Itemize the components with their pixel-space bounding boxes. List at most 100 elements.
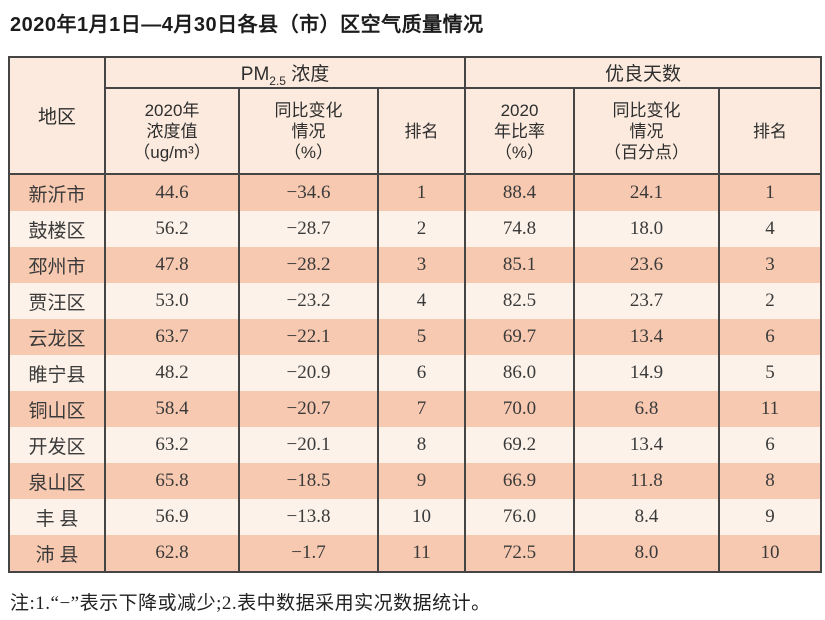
pm25-value-cell: 48.2 (104, 355, 240, 391)
table-body: 新沂市 44.6 −34.6 1 88.4 24.1 1 鼓楼区 56.2 −28.7 2 74.8 1… (8, 174, 823, 572)
good-change-cell: 18.0 (573, 211, 720, 247)
good-change-cell: 8.4 (573, 499, 720, 535)
table-row: 邳州市 47.8 −28.2 3 85.1 23.6 3 (8, 247, 823, 283)
pm25-change-cell: −1.7 (238, 535, 379, 572)
table-row: 云龙区 63.7 −22.1 5 69.7 13.4 6 (8, 319, 823, 355)
header-line: 浓度值 (146, 121, 198, 141)
good-change-cell: 23.7 (573, 283, 720, 319)
table-row: 沛 县 62.8 −1.7 11 72.5 8.0 10 (8, 535, 823, 572)
table-row: 新沂市 44.6 −34.6 1 88.4 24.1 1 (8, 174, 823, 211)
good-rank-cell: 8 (717, 463, 823, 499)
pm25-group-label: PM (240, 64, 270, 85)
pm25-change-cell: −28.2 (238, 247, 379, 283)
pm25-value-cell: 63.2 (104, 427, 240, 463)
good-rank-cell: 6 (717, 319, 823, 355)
pm25-rank-cell: 6 (377, 355, 466, 391)
good-change-cell: 13.4 (573, 427, 720, 463)
good-change-cell: 8.0 (573, 535, 720, 572)
pm25-change-cell: −20.9 (238, 355, 379, 391)
pm25-value-cell: 65.8 (104, 463, 240, 499)
good-rank-cell: 4 (717, 211, 823, 247)
pm25-change-cell: −22.1 (238, 319, 379, 355)
good-change-cell: 24.1 (573, 174, 720, 211)
col-group-pm25: PM2.5 浓度 (104, 56, 466, 89)
col-header-region: 地区 (8, 56, 106, 175)
table-row: 贾汪区 53.0 −23.2 4 82.5 23.7 2 (8, 283, 823, 319)
good-rank-cell: 10 (717, 535, 823, 572)
region-cell: 睢宁县 (8, 355, 106, 391)
page-title: 2020年1月1日—4月30日各县（市）区空气质量情况 (10, 14, 484, 36)
good-ratio-cell: 88.4 (464, 174, 575, 211)
region-cell: 云龙区 (8, 319, 106, 355)
table-row: 丰 县 56.9 −13.8 10 76.0 8.4 9 (8, 499, 823, 535)
pm25-rank-cell: 10 (377, 499, 466, 535)
group-header-row: 地区 PM2.5 浓度 优良天数 (8, 56, 823, 175)
pm25-change-cell: −20.7 (238, 391, 379, 427)
pm25-group-label-suffix: 浓度 (285, 64, 330, 85)
col-header-pm25-rank: 排名 (377, 87, 466, 175)
pm25-value-cell: 44.6 (104, 174, 240, 211)
good-ratio-cell: 82.5 (464, 283, 575, 319)
region-cell: 鼓楼区 (8, 211, 106, 247)
good-ratio-cell: 69.2 (464, 427, 575, 463)
col-header-good-change: 同比变化 情况 （百分点） (573, 87, 720, 175)
col-group-good-days: 优良天数 (463, 56, 823, 89)
region-cell: 丰 县 (8, 499, 106, 535)
region-cell: 开发区 (8, 427, 106, 463)
good-ratio-cell: 76.0 (464, 499, 575, 535)
good-rank-cell: 5 (717, 355, 823, 391)
good-ratio-cell: 86.0 (464, 355, 575, 391)
good-ratio-cell: 85.1 (464, 247, 575, 283)
pm25-change-cell: −20.1 (238, 427, 379, 463)
table-header: 地区 PM2.5 浓度 优良天数 2020年 浓度值 （ug/m³） 同比变化 情况（… (8, 56, 823, 175)
footnote: 注:1.“−”表示下降或减少;2.表中数据采用实况数据统计。 (10, 593, 491, 614)
pm25-rank-cell: 7 (377, 391, 466, 427)
good-rank-cell: 1 (717, 174, 823, 211)
table-row: 睢宁县 48.2 −20.9 6 86.0 14.9 5 (8, 355, 823, 391)
good-ratio-cell: 74.8 (464, 211, 575, 247)
pm25-rank-cell: 3 (377, 247, 466, 283)
header-line: 2020 (500, 100, 539, 120)
header-line: 同比变化 (274, 100, 343, 120)
good-change-cell: 23.6 (573, 247, 720, 283)
region-cell: 新沂市 (8, 174, 106, 211)
col-header-pm25-change: 同比变化 情况 （%） (238, 87, 379, 175)
pm25-value-cell: 53.0 (104, 283, 240, 319)
good-change-cell: 13.4 (573, 319, 720, 355)
good-rank-cell: 11 (717, 391, 823, 427)
pm25-rank-cell: 9 (377, 463, 466, 499)
pm25-group-subscript: 2.5 (269, 73, 286, 88)
header-line: 情况 (629, 121, 664, 141)
region-cell: 铜山区 (8, 391, 106, 427)
good-change-cell: 14.9 (573, 355, 720, 391)
table-row: 铜山区 58.4 −20.7 7 70.0 6.8 11 (8, 391, 823, 427)
pm25-value-cell: 62.8 (104, 535, 240, 572)
pm25-value-cell: 63.7 (104, 319, 240, 355)
col-header-good-rank: 排名 (717, 87, 823, 175)
good-ratio-cell: 69.7 (464, 319, 575, 355)
region-cell: 泉山区 (8, 463, 106, 499)
good-rank-cell: 9 (717, 499, 823, 535)
good-change-cell: 6.8 (573, 391, 720, 427)
good-ratio-cell: 72.5 (464, 535, 575, 572)
pm25-rank-cell: 5 (377, 319, 466, 355)
pm25-rank-cell: 8 (377, 427, 466, 463)
table-row: 开发区 63.2 −20.1 8 69.2 13.4 6 (8, 427, 823, 463)
good-rank-cell: 6 (717, 427, 823, 463)
header-line: 同比变化 (612, 100, 681, 120)
good-rank-cell: 2 (717, 283, 823, 319)
table-row: 泉山区 65.8 −18.5 9 66.9 11.8 8 (8, 463, 823, 499)
pm25-change-cell: −13.8 (238, 499, 379, 535)
good-rank-cell: 3 (717, 247, 823, 283)
sub-header-row: 2020年 浓度值 （ug/m³） 同比变化 情况 （%） 排名 2020 年比率 （%） … (9, 87, 823, 175)
good-ratio-cell: 70.0 (464, 391, 575, 427)
region-cell: 沛 县 (8, 535, 106, 572)
pm25-change-cell: −28.7 (238, 211, 379, 247)
col-header-good-ratio: 2020 年比率 （%） (464, 87, 575, 175)
region-cell: 贾汪区 (8, 283, 106, 319)
pm25-value-cell: 56.9 (104, 499, 240, 535)
pm25-value-cell: 56.2 (104, 211, 240, 247)
header-line: （%） (494, 142, 545, 162)
good-ratio-cell: 66.9 (464, 463, 575, 499)
